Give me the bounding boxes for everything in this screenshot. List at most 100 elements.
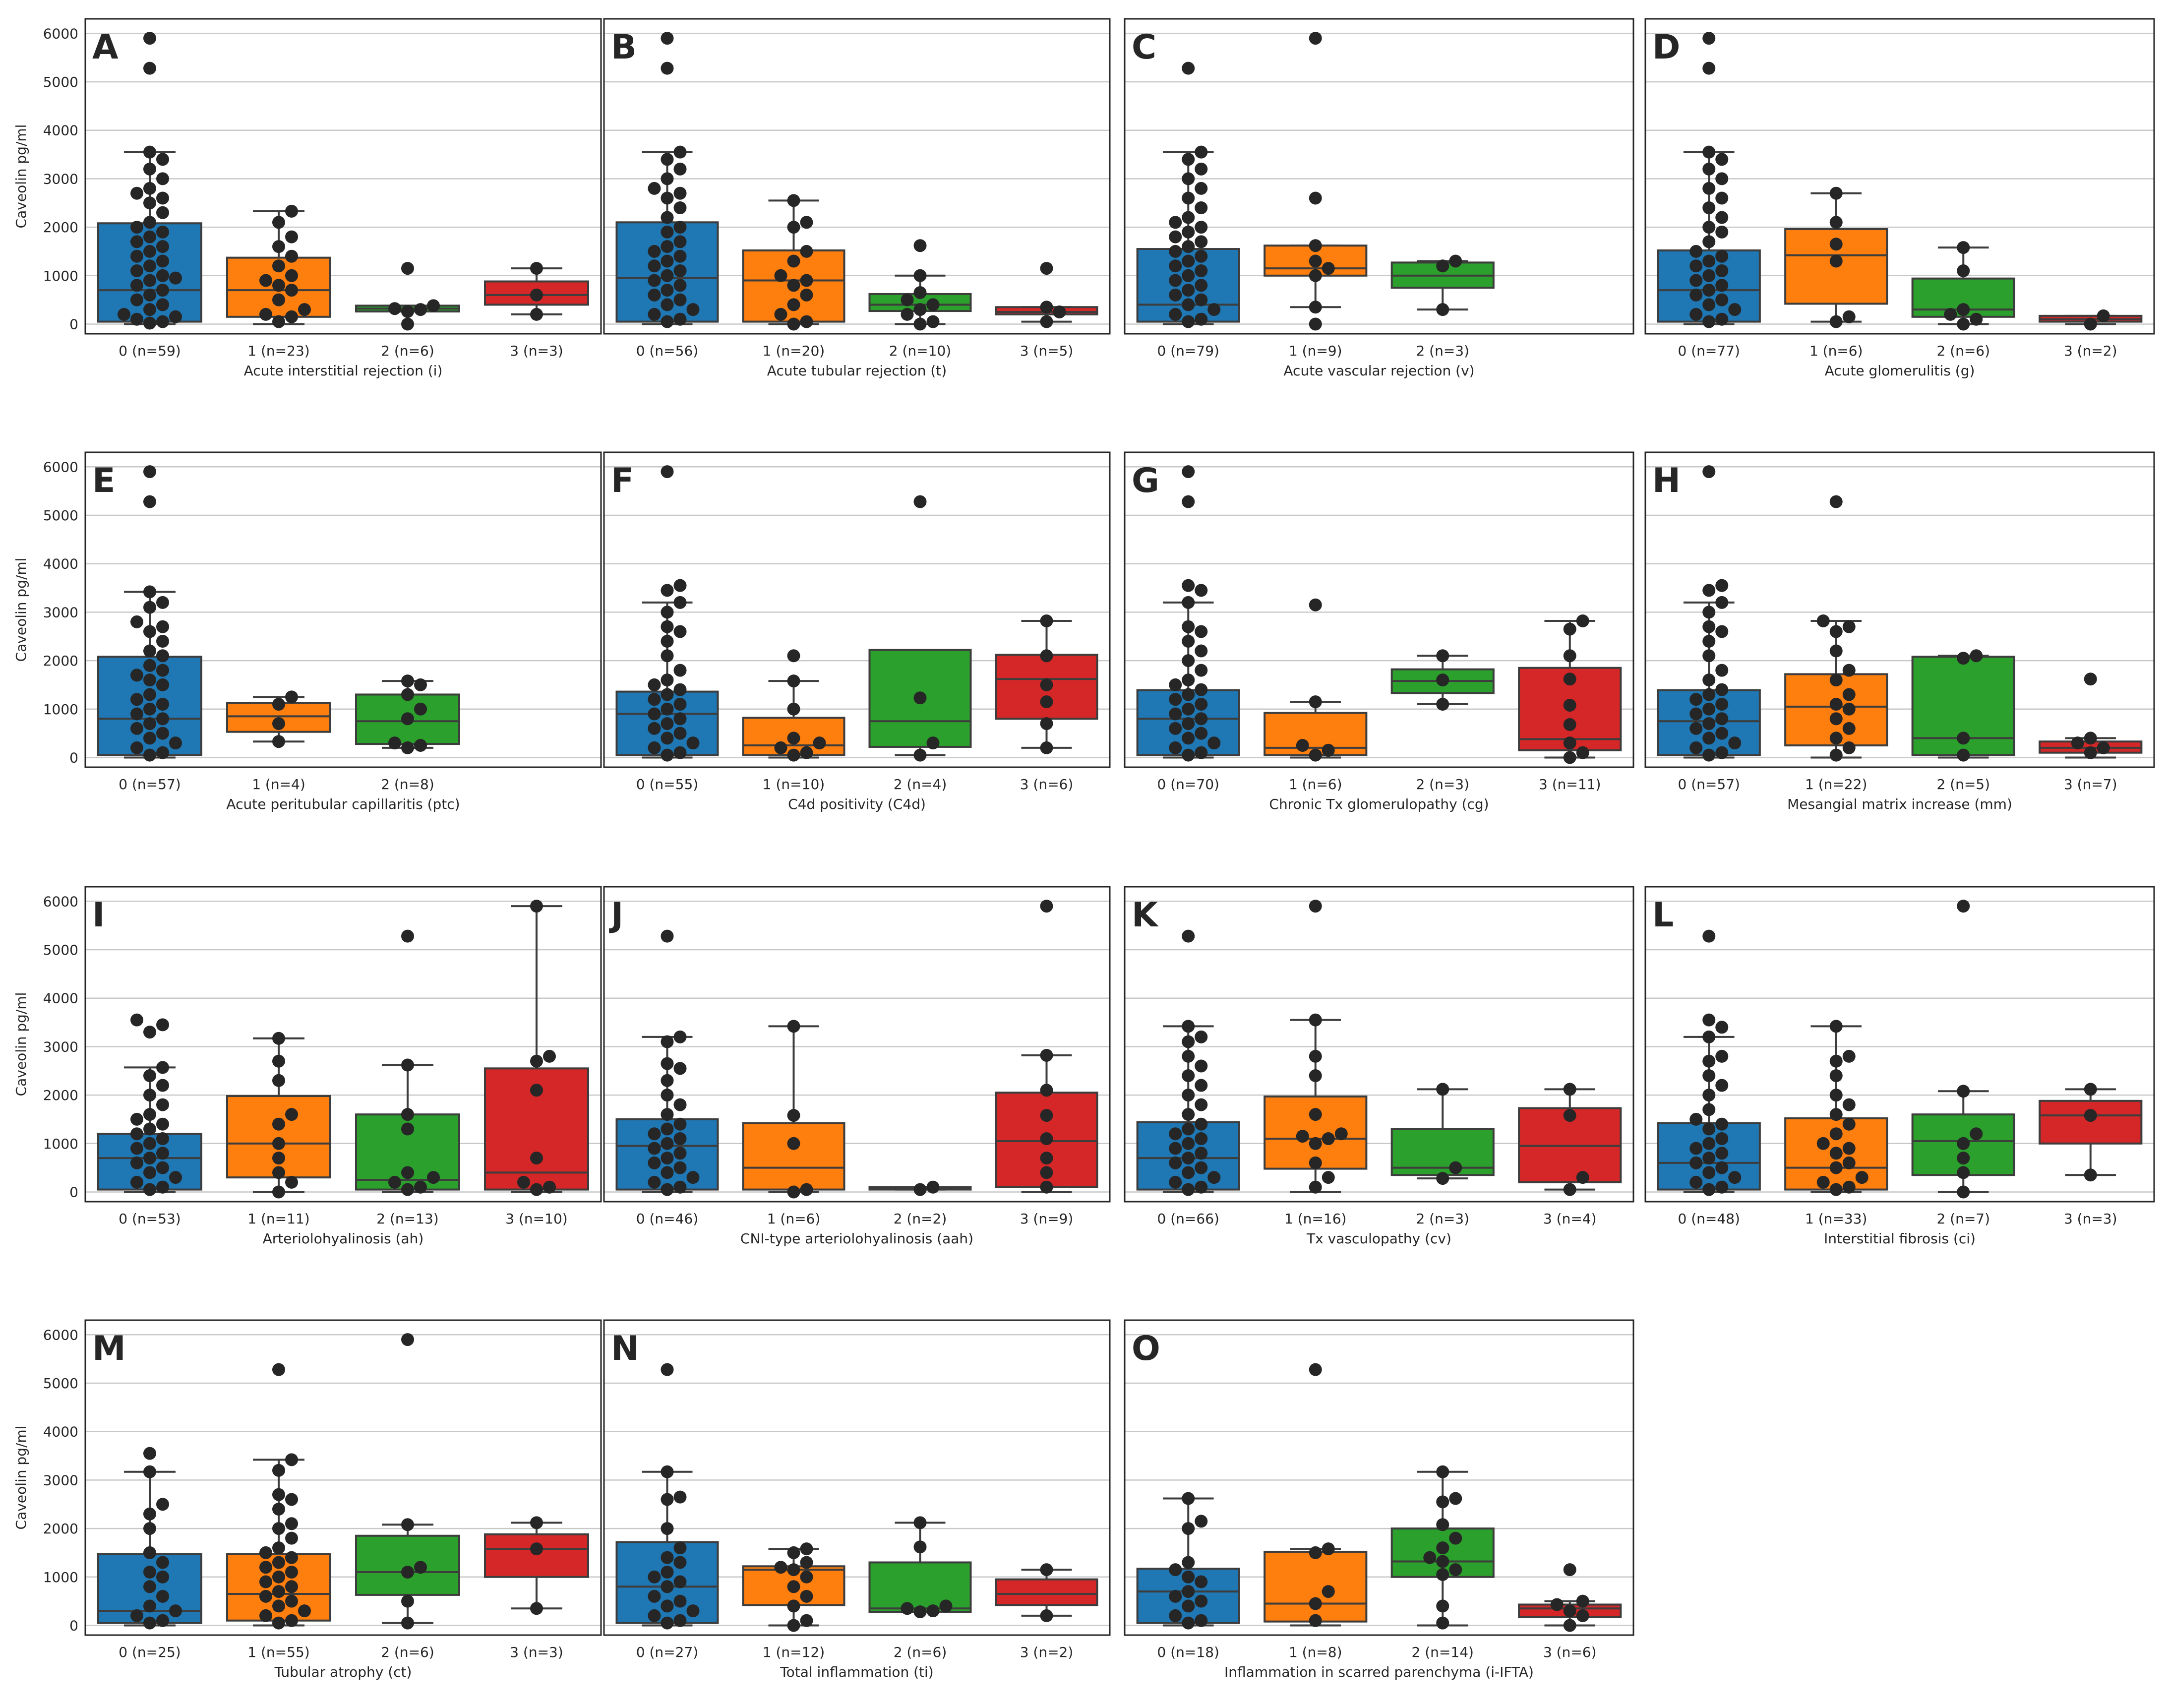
data-point <box>543 1180 556 1194</box>
data-point <box>1436 1172 1449 1185</box>
data-point <box>298 1604 311 1618</box>
data-point <box>673 625 687 638</box>
data-point <box>1309 191 1322 205</box>
x-axis-label: Tubular atrophy (ct) <box>274 1664 412 1680</box>
data-point <box>1182 1137 1195 1150</box>
data-point <box>1040 1048 1053 1062</box>
data-point <box>156 1132 169 1145</box>
data-point <box>1715 579 1729 592</box>
data-point <box>143 1137 156 1150</box>
data-point <box>1702 702 1716 716</box>
data-point <box>648 693 661 706</box>
data-point <box>1182 1152 1195 1165</box>
data-point <box>661 1035 674 1048</box>
data-point <box>1195 746 1208 759</box>
data-point <box>285 1614 298 1627</box>
data-point <box>143 1599 156 1613</box>
y-tick-label: 6000 <box>43 893 78 910</box>
x-tick-label: 0 (n=18) <box>1157 1644 1219 1660</box>
data-point <box>1715 211 1729 224</box>
data-point <box>1563 622 1576 636</box>
data-point <box>530 288 543 302</box>
data-point <box>1689 1112 1703 1126</box>
data-point <box>143 748 156 762</box>
data-point <box>1169 274 1182 287</box>
data-point <box>156 1079 169 1092</box>
data-point <box>1970 1127 1983 1141</box>
data-point <box>648 307 661 321</box>
data-point <box>1855 1171 1868 1184</box>
data-point <box>787 1546 800 1559</box>
data-point <box>1195 279 1208 292</box>
data-point <box>661 1137 674 1150</box>
data-point <box>1040 1109 1053 1122</box>
data-point <box>1309 1156 1322 1169</box>
data-point <box>1689 274 1703 287</box>
data-point <box>2097 741 2110 754</box>
data-point <box>926 315 940 328</box>
data-point <box>800 216 813 229</box>
x-tick-label: 2 (n=14) <box>1412 1644 1474 1660</box>
data-point <box>143 182 156 195</box>
data-point <box>661 1522 674 1535</box>
data-point <box>673 293 687 306</box>
data-point <box>143 1108 156 1121</box>
data-point <box>648 244 661 258</box>
data-point <box>1182 495 1195 508</box>
data-point <box>1715 293 1729 306</box>
data-point <box>673 664 687 677</box>
data-point <box>661 1363 674 1376</box>
data-point <box>259 1561 272 1574</box>
data-point <box>285 1517 298 1530</box>
panel-letter: I <box>92 896 105 935</box>
panel-e: 0 1000 2000 3000 4000 5000 6000 Caveolin pg/ml E… <box>13 451 602 812</box>
data-point <box>1296 1130 1309 1143</box>
data-point <box>1702 61 1716 75</box>
data-point <box>1970 649 1983 663</box>
data-point <box>272 717 285 731</box>
data-point <box>156 225 169 239</box>
data-point <box>1449 1492 1462 1505</box>
data-point <box>414 1561 427 1574</box>
data-point <box>1182 240 1195 253</box>
x-tick-label: 1 (n=4) <box>252 776 305 793</box>
panel-c: C 0 (n=79) 1 (n=9) 2 (n=3) Acute vascular re… <box>1124 18 1634 379</box>
data-point <box>388 1175 401 1189</box>
data-point <box>673 1030 687 1043</box>
data-point <box>130 693 143 706</box>
x-tick-label: 1 (n=16) <box>1284 1211 1346 1227</box>
data-point <box>1309 1180 1322 1194</box>
data-point <box>272 1054 285 1068</box>
data-point <box>1563 718 1576 732</box>
data-point <box>1182 1108 1195 1121</box>
data-point <box>1195 625 1208 638</box>
data-point <box>661 211 674 224</box>
data-point <box>1040 262 1053 275</box>
data-point <box>1715 1049 1729 1063</box>
data-point <box>1182 1166 1195 1179</box>
data-point <box>1829 1108 1843 1121</box>
x-tick-label: 1 (n=6) <box>1289 776 1342 793</box>
data-point <box>661 1551 674 1564</box>
data-point <box>1182 1122 1195 1136</box>
plot-frame <box>603 451 1111 768</box>
data-point <box>901 307 914 321</box>
data-point <box>156 1180 169 1194</box>
x-tick-label: 0 (n=48) <box>1678 1211 1740 1227</box>
data-point <box>1449 1531 1462 1545</box>
data-point <box>285 1175 298 1189</box>
data-point <box>1309 317 1322 331</box>
data-point <box>272 1117 285 1131</box>
data-point <box>143 1122 156 1136</box>
data-point <box>1182 1570 1195 1584</box>
data-point <box>1040 1166 1053 1179</box>
x-tick-label: 1 (n=23) <box>247 343 309 359</box>
x-tick-label: 1 (n=12) <box>763 1644 825 1660</box>
data-point <box>1842 1117 1856 1131</box>
data-point <box>1322 262 1335 275</box>
data-point <box>143 316 156 330</box>
data-point <box>1195 1614 1208 1627</box>
data-point <box>401 262 414 275</box>
y-tick-label: 5000 <box>43 942 78 958</box>
data-point <box>787 279 800 292</box>
